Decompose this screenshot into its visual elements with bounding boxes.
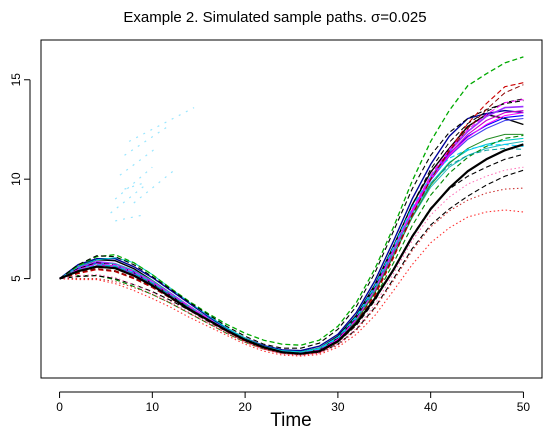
series-line-24 [59,99,524,354]
ghost-trace-layer [110,107,195,222]
series-line-22 [59,143,524,354]
series-line-18 [59,82,524,356]
x-tick-label: 20 [238,400,252,414]
ghost-trace-7 [133,168,176,204]
series-line-11 [59,133,524,355]
series-line-14 [59,100,524,349]
y-tick-label: 10 [9,172,23,186]
ghost-trace-3 [119,146,158,176]
series-layer [59,56,524,357]
x-axis: 0 10 20 30 40 50 [56,391,531,414]
x-tick-label: 10 [146,400,160,414]
ghost-trace-8 [124,182,144,190]
series-line-13 [59,134,524,355]
x-axis-label: Time [270,410,312,431]
y-tick-label: 5 [9,275,23,282]
x-tick-label: 0 [56,400,63,414]
x-tick-label: 40 [424,400,438,414]
series-line-12 [59,56,524,346]
y-tick-label: 15 [9,73,23,87]
series-line-25 [59,84,524,355]
series-line-19 [59,209,524,357]
plot-frame [40,39,543,379]
x-tick-label: 50 [517,400,531,414]
series-line-9 [59,137,524,353]
series-line-5 [59,117,524,355]
x-tick-label: 30 [331,400,345,414]
chart-title: Example 2. Simulated sample paths. σ=0.0… [123,9,426,26]
series-line-10 [59,140,524,353]
series-line-1 [59,143,524,355]
ghost-trace-4 [124,127,167,156]
series-line-17 [59,98,524,354]
y-axis: 5 10 15 [9,73,31,282]
series-line-3 [59,109,524,352]
ghost-trace-5 [128,107,195,142]
ghost-trace-1 [115,214,144,222]
series-line-23 [59,147,524,354]
ghost-trace-2 [114,166,153,200]
